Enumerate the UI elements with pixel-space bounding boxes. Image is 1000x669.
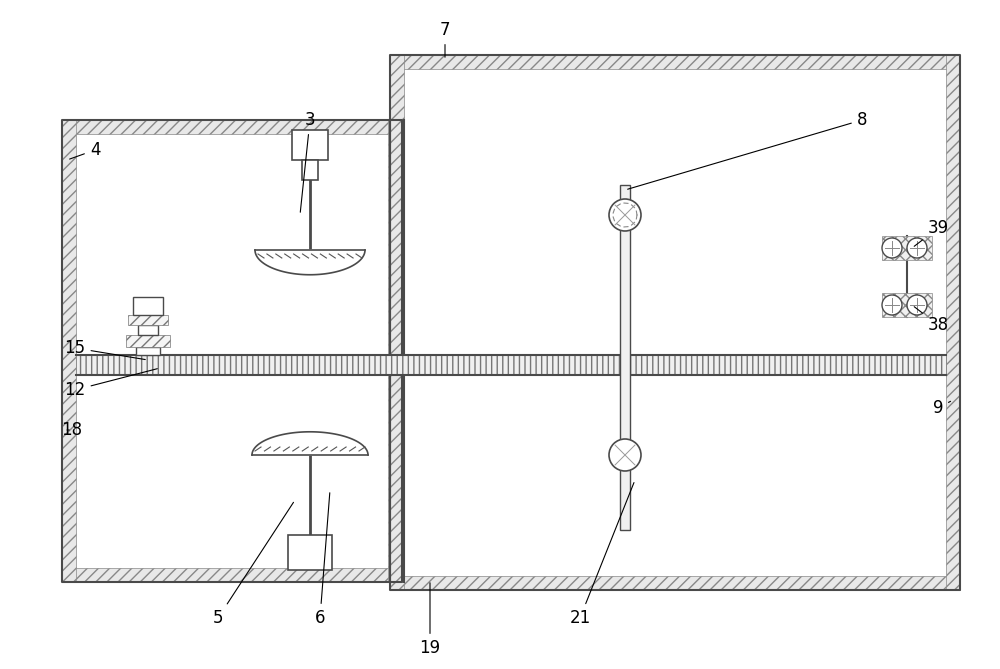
Text: 18: 18 bbox=[61, 421, 83, 439]
Circle shape bbox=[882, 238, 902, 258]
Polygon shape bbox=[255, 250, 365, 275]
Bar bbox=[138, 325, 158, 335]
Bar bbox=[390, 576, 960, 590]
Text: 39: 39 bbox=[914, 219, 949, 246]
Bar bbox=[390, 55, 404, 590]
Circle shape bbox=[907, 295, 927, 315]
Bar bbox=[62, 568, 402, 582]
Bar bbox=[133, 297, 163, 315]
Bar bbox=[388, 120, 402, 582]
Text: 3: 3 bbox=[300, 111, 315, 212]
Bar bbox=[292, 130, 328, 160]
Text: 4: 4 bbox=[70, 141, 100, 159]
Bar bbox=[390, 55, 960, 69]
Bar bbox=[390, 55, 960, 590]
Text: 38: 38 bbox=[914, 306, 949, 334]
Text: 12: 12 bbox=[64, 369, 157, 399]
Text: 9: 9 bbox=[933, 399, 951, 417]
Text: 15: 15 bbox=[64, 339, 145, 359]
Bar bbox=[62, 120, 402, 134]
Text: 19: 19 bbox=[419, 583, 441, 657]
Bar bbox=[390, 120, 404, 582]
Bar bbox=[62, 120, 76, 582]
Text: 21: 21 bbox=[569, 482, 634, 627]
Circle shape bbox=[609, 199, 641, 231]
Bar bbox=[946, 55, 960, 590]
Bar bbox=[620, 185, 630, 530]
Text: 7: 7 bbox=[440, 21, 450, 58]
Text: 8: 8 bbox=[628, 111, 867, 189]
Bar bbox=[136, 347, 160, 355]
Bar bbox=[882, 293, 932, 317]
Text: 5: 5 bbox=[213, 502, 293, 627]
Bar bbox=[126, 335, 170, 347]
Bar bbox=[302, 160, 318, 180]
Bar bbox=[62, 120, 402, 582]
Bar bbox=[76, 355, 946, 375]
Circle shape bbox=[609, 439, 641, 471]
Bar bbox=[882, 236, 932, 260]
Bar bbox=[128, 315, 168, 325]
Circle shape bbox=[907, 238, 927, 258]
Bar bbox=[288, 535, 332, 570]
Polygon shape bbox=[252, 432, 368, 455]
Circle shape bbox=[882, 295, 902, 315]
Text: 6: 6 bbox=[315, 493, 330, 627]
